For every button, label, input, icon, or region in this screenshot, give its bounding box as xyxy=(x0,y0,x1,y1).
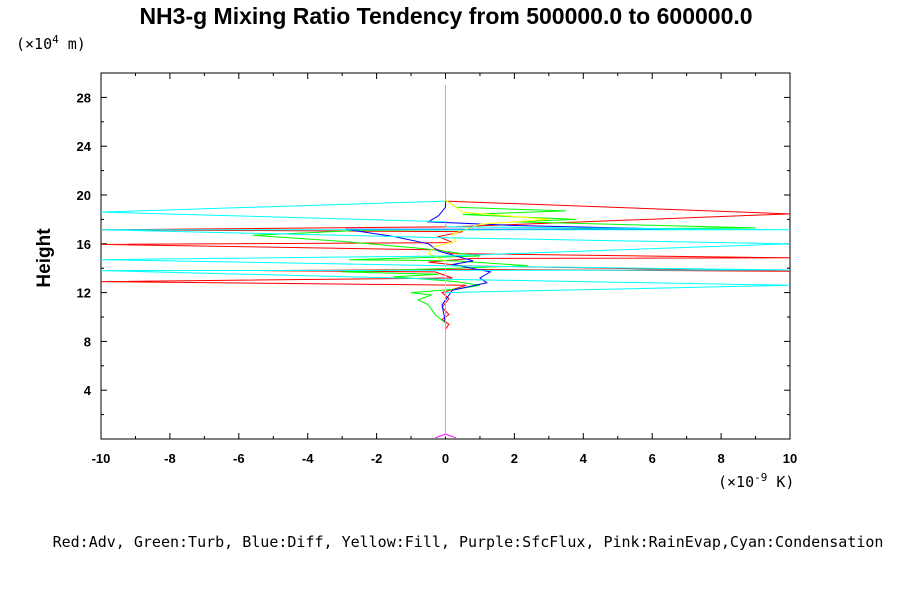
x-tick-label: -2 xyxy=(371,451,383,466)
legend-text: Red:Adv, Green:Turb, Blue:Diff, Yellow:F… xyxy=(53,533,884,551)
y-tick-label: 12 xyxy=(77,286,91,301)
x-tick-label: 10 xyxy=(783,451,797,466)
x-tick-label: 2 xyxy=(511,451,518,466)
chart-title: NH3-g Mixing Ratio Tendency from 500000.… xyxy=(139,3,752,29)
y-ticks: 4 8 12 16 20 24 28 xyxy=(77,72,790,416)
y-tick-label: 4 xyxy=(84,383,92,398)
series-line-turb xyxy=(252,85,756,437)
x-tick-label: 4 xyxy=(580,451,588,466)
y-tick-label: 20 xyxy=(77,188,91,203)
x-tick-label: -10 xyxy=(92,451,111,466)
series-lines xyxy=(100,85,791,439)
y-tick-label: 28 xyxy=(77,90,91,105)
y-tick-label: 24 xyxy=(77,139,92,154)
x-tick-label: 8 xyxy=(717,451,724,466)
x-tick-label: 0 xyxy=(442,451,449,466)
x-unit-label: (×10-9 K) xyxy=(718,471,794,491)
y-axis-label: Height xyxy=(34,228,55,288)
x-tick-label: -6 xyxy=(233,451,245,466)
series-line-condensation xyxy=(100,85,791,437)
x-tick-label: -8 xyxy=(164,451,176,466)
y-tick-label: 8 xyxy=(84,334,91,349)
x-tick-label: 6 xyxy=(649,451,656,466)
series-line-fill xyxy=(427,85,549,437)
x-ticks: -10 -8 -6 -4 -2 0 2 4 6 8 10 xyxy=(92,73,797,466)
y-unit-label: (×104 m) xyxy=(16,33,86,53)
series-line-diff xyxy=(345,85,680,437)
y-tick-label: 16 xyxy=(77,237,91,252)
x-tick-label: -4 xyxy=(302,451,314,466)
